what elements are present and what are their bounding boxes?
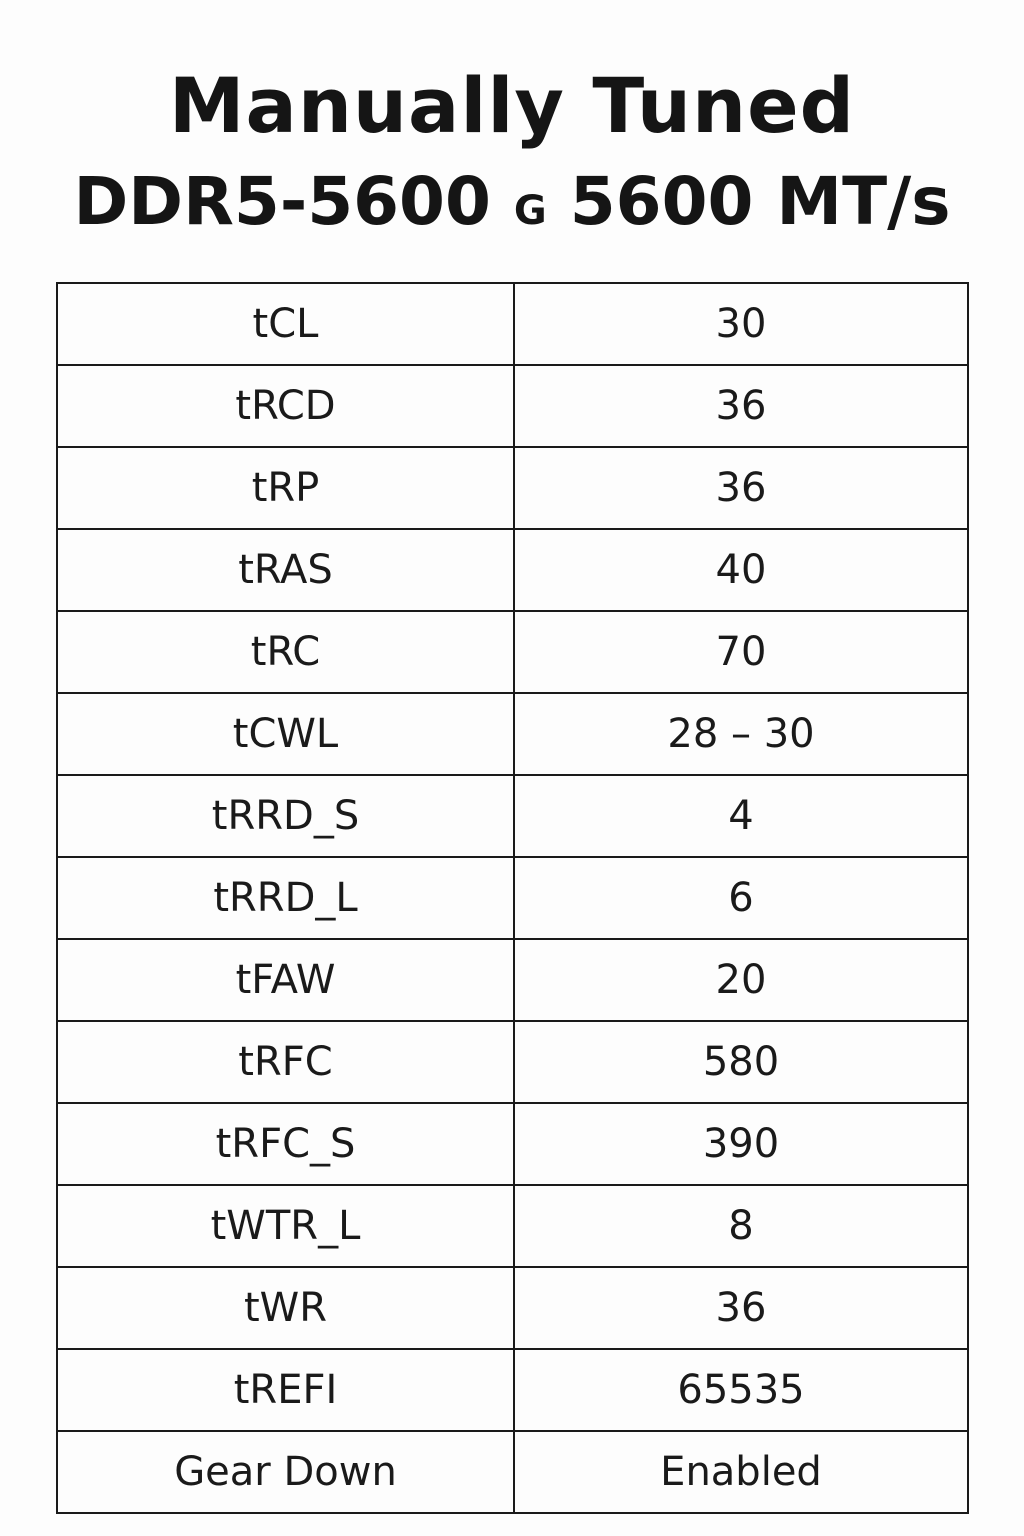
param-value-cell: 580 [513, 1020, 969, 1104]
param-value-cell: 28 – 30 [513, 692, 969, 776]
table-row: tFAW 20 [56, 938, 969, 1022]
param-name-cell: tCWL [56, 692, 515, 776]
param-value-cell: 65535 [513, 1348, 969, 1432]
table-row: tRP 36 [56, 446, 969, 530]
param-value-cell: 8 [513, 1184, 969, 1268]
page-subtitle: DDR5-5600 G 5600 MT/s [0, 160, 1024, 253]
param-name-cell: Gear Down [56, 1430, 515, 1514]
table-row: tCWL 28 – 30 [56, 692, 969, 776]
table-row: tRRD_S 4 [56, 774, 969, 858]
param-value-cell: 36 [513, 446, 969, 530]
table-row: tREFI 65535 [56, 1348, 969, 1432]
param-name-cell: tREFI [56, 1348, 515, 1432]
param-value-cell: 70 [513, 610, 969, 694]
param-name-cell: tRAS [56, 528, 515, 612]
param-value-cell: 36 [513, 1266, 969, 1350]
param-name-cell: tRFC [56, 1020, 515, 1104]
param-value-cell: 40 [513, 528, 969, 612]
param-name-cell: tRCD [56, 364, 515, 448]
table-row: tCL 30 [56, 282, 969, 366]
param-name-cell: tCL [56, 282, 515, 366]
subtitle-separator: G [513, 188, 547, 234]
table-row: tRFC 580 [56, 1020, 969, 1104]
table-row: tWTR_L 8 [56, 1184, 969, 1268]
param-name-cell: tWR [56, 1266, 515, 1350]
table-row: tRAS 40 [56, 528, 969, 612]
table-row: tRFC_S 390 [56, 1102, 969, 1186]
param-value-cell: 6 [513, 856, 969, 940]
param-value-cell: 36 [513, 364, 969, 448]
table-row: tRRD_L 6 [56, 856, 969, 940]
param-name-cell: tRP [56, 446, 515, 530]
table-row: Gear Down Enabled [56, 1430, 969, 1514]
param-name-cell: tRRD_L [56, 856, 515, 940]
param-value-cell: 4 [513, 774, 969, 858]
page-title: Manually Tuned [168, 61, 856, 150]
param-name-cell: tRC [56, 610, 515, 694]
param-value-cell: Enabled [513, 1430, 969, 1514]
subtitle-model: DDR5-5600 [73, 163, 491, 240]
param-value-cell: 20 [513, 938, 969, 1022]
timings-table: tCL 30 tRCD 36 tRP 36 tRAS 40 tRC 70 tCWL 28 – 30 tR… [56, 282, 969, 1514]
param-value-cell: 390 [513, 1102, 969, 1186]
param-name-cell: tFAW [56, 938, 515, 1022]
param-name-cell: tRFC_S [56, 1102, 515, 1186]
table-row: tRCD 36 [56, 364, 969, 448]
subtitle-speed: 5600 MT/s [569, 163, 951, 240]
param-value-cell: 30 [513, 282, 969, 366]
table-row: tWR 36 [56, 1266, 969, 1350]
param-name-cell: tWTR_L [56, 1184, 515, 1268]
param-name-cell: tRRD_S [56, 774, 515, 858]
table-row: tRC 70 [56, 610, 969, 694]
